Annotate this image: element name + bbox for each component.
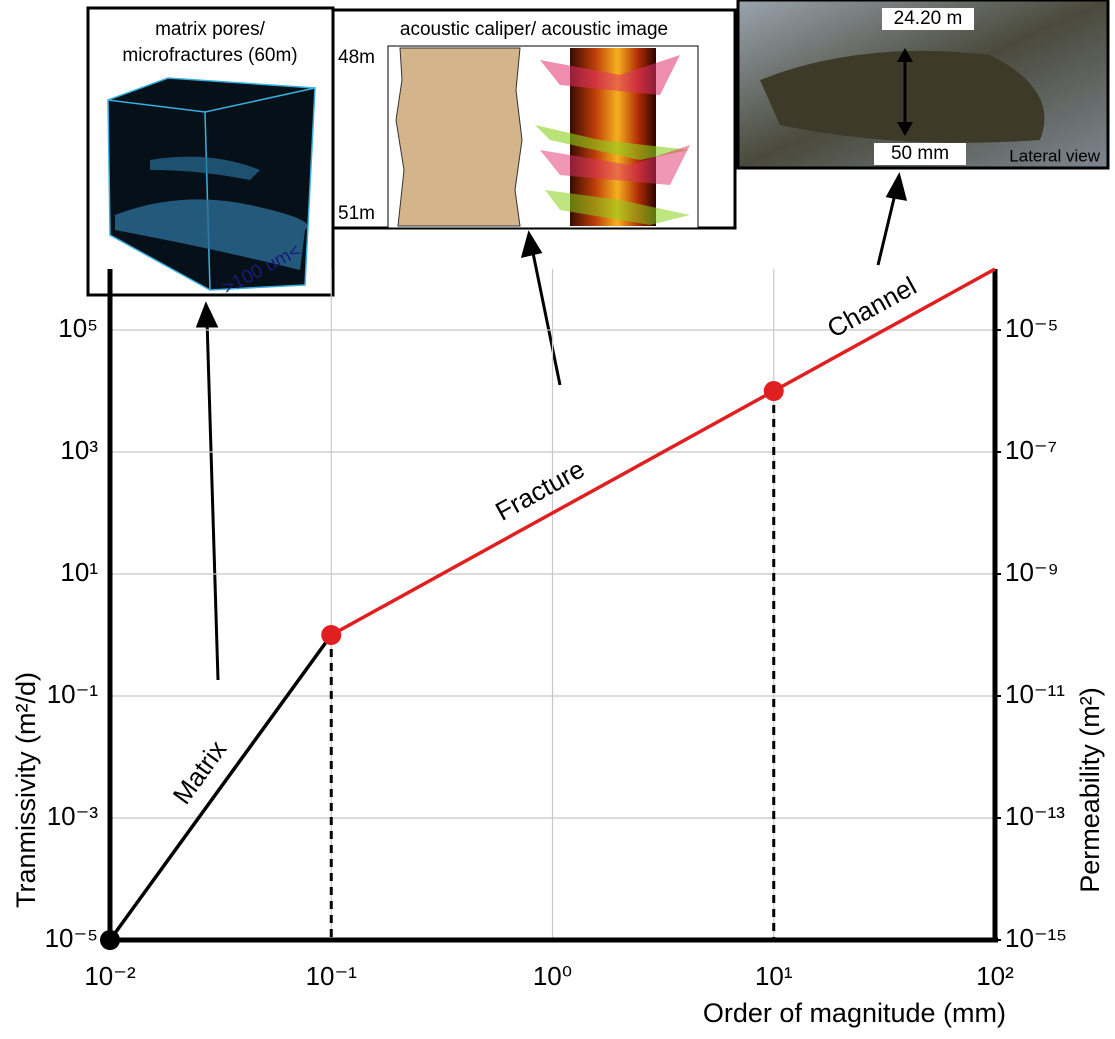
inset-lateral: 24.20 m 50 mm Lateral view [738,0,1108,168]
inset-label: Lateral view [1009,146,1100,165]
y2-tick-label: 10⁻⁹ [1005,557,1059,587]
arrowhead [888,176,905,199]
y-tick-label: 10¹ [60,557,98,587]
segment-label: Fracture [490,454,589,527]
point [100,930,120,950]
inset-title: matrix pores/ [155,19,266,40]
point [321,625,341,645]
arrow [878,190,896,265]
inset-label: 48m [338,47,375,68]
segment-label: Channel [822,271,921,344]
y2-axis-title: Permeability (m²) [1075,687,1105,893]
arrow [532,248,560,385]
y-tick-label: 10⁵ [58,313,98,343]
segment-label: Matrix [167,735,233,810]
y2-tick-label: 10⁻⁷ [1005,435,1057,465]
x-tick-label: 10² [976,961,1014,991]
x-tick-label: 10⁻² [84,961,136,991]
series-line [110,635,331,940]
inset-title: acoustic caliper/ acoustic image [400,19,668,40]
inset-label: 51m [338,203,375,224]
y2-tick-label: 10⁻¹³ [1005,801,1065,831]
chart: matrix pores/ microfractures (60m) >100 … [0,0,1115,1039]
arrow [207,320,218,680]
y2-tick-label: 10⁻¹¹ [1005,679,1065,709]
y2-tick-label: 10⁻⁵ [1005,313,1058,343]
plot-area: Matrix Fracture Channel [100,269,1001,950]
arrowhead [523,234,540,256]
point [764,381,784,401]
x-tick-label: 10¹ [755,961,793,991]
y-axis-title: Tranmissivity (m²/d) [11,672,41,908]
y-tick-label: 10⁻³ [47,801,99,831]
arrowhead [198,305,216,326]
inset-label: 50 mm [891,143,949,164]
x-tick-label: 10⁰ [533,961,572,991]
y2-tick-label: 10⁻¹⁵ [1005,923,1067,953]
x-tick-label: 10⁻¹ [306,961,358,991]
y-tick-label: 10⁻¹ [47,679,99,709]
caliper [396,48,522,226]
y-tick-label: 10⁻⁵ [45,923,98,953]
x-axis-title: Order of magnitude (mm) [703,998,1006,1028]
inset-acoustic: acoustic caliper/ acoustic image 48m 51m [333,10,735,228]
inset-title: microfractures (60m) [122,45,297,66]
inset-matrix: matrix pores/ microfractures (60m) >100 … [88,8,333,299]
inset-label: 24.20 m [894,8,963,29]
y-tick-label: 10³ [60,435,98,465]
